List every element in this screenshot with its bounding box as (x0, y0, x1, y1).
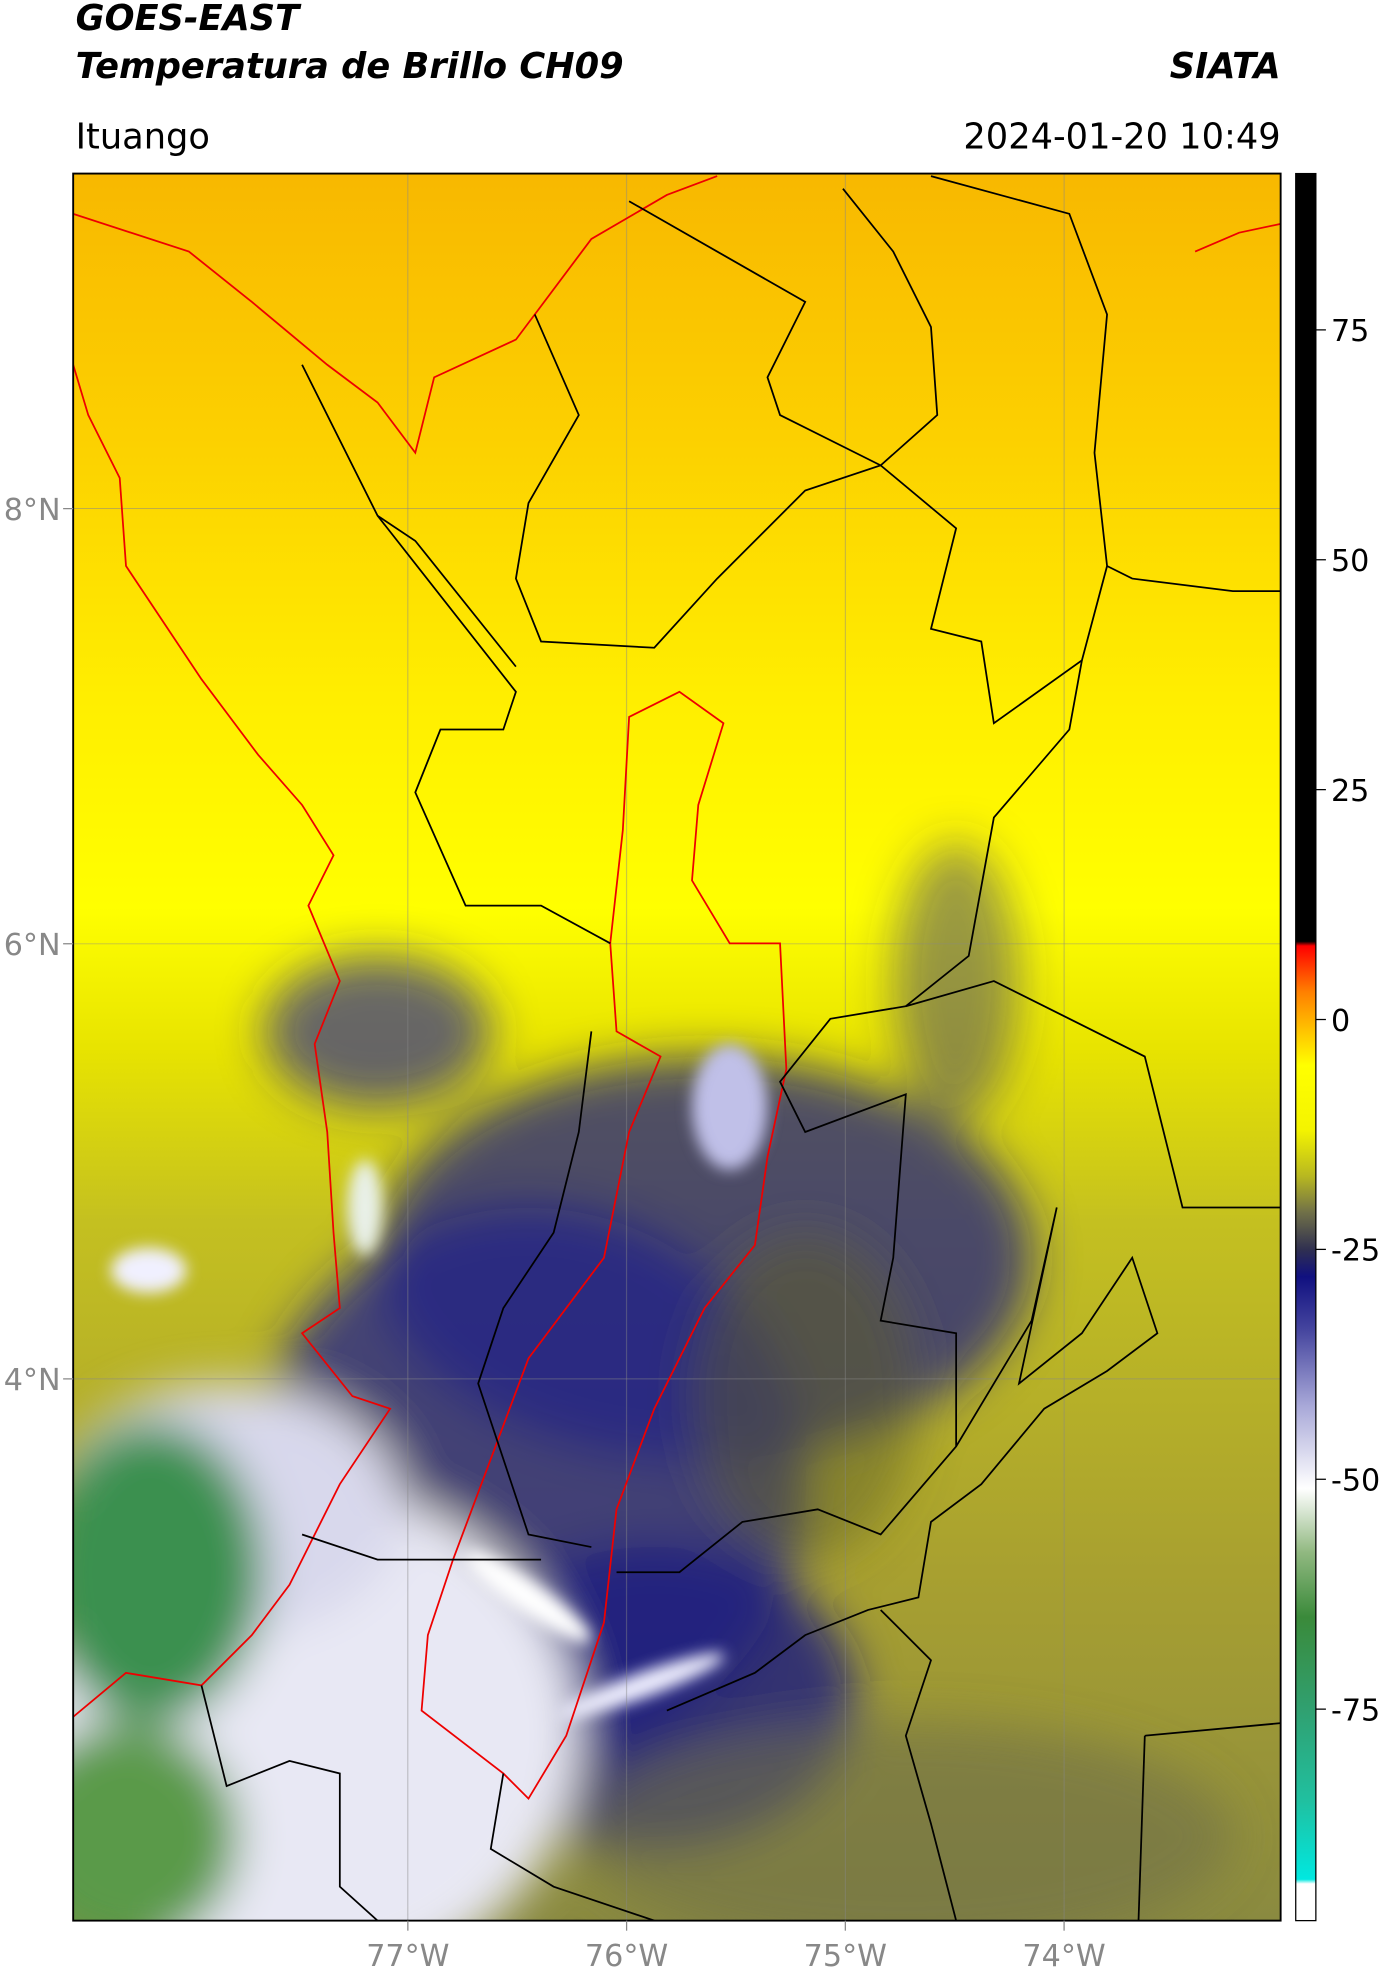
lat-tick-label: 8°N (4, 493, 61, 528)
source: SIATA (1170, 46, 1281, 87)
ticks: 77°W 76°W 75°W 74°W 4°N 6°N 8°N -75 -50 -25 0 25 50 7… (4, 314, 1380, 1974)
colorbar-tick-label: 25 (1331, 774, 1369, 809)
colorbar-tick-label: 50 (1331, 544, 1369, 579)
subtitle: Temperatura de Brillo CH09 (76, 46, 624, 87)
boundaries (73, 175, 1281, 1921)
grid (73, 173, 1281, 1921)
lon-tick-label: 74°W (1022, 1939, 1105, 1974)
lat-tick-label: 4°N (4, 1363, 61, 1398)
lon-tick-label: 76°W (585, 1939, 668, 1974)
lon-tick-label: 77°W (366, 1939, 449, 1974)
colorbar-tick-label: 0 (1331, 1004, 1350, 1039)
map-field (73, 173, 1281, 1921)
lon-tick-label: 75°W (804, 1939, 887, 1974)
location: Ituango (76, 116, 210, 157)
colorbar-tick-label: 75 (1331, 314, 1369, 349)
colorbar-tick-label: -75 (1331, 1693, 1380, 1728)
colorbar (1295, 172, 1317, 1922)
lat-tick-label: 6°N (4, 928, 61, 963)
title: GOES-EAST (76, 0, 302, 39)
colorbar-tick-label: -50 (1331, 1464, 1380, 1499)
map-frame (72, 172, 1282, 1922)
datetime: 2024-01-20 10:49 (963, 116, 1280, 157)
colorbar-tick-label: -25 (1331, 1234, 1380, 1269)
